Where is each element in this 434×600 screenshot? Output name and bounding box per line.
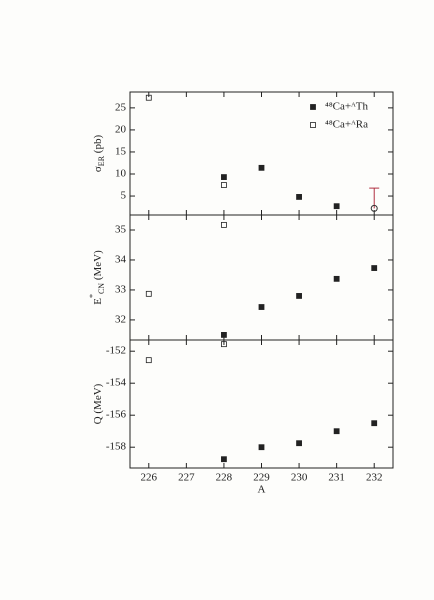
point bbox=[221, 182, 227, 188]
y-tick-label: -152 bbox=[106, 345, 126, 357]
x-tick-label: 229 bbox=[253, 472, 270, 484]
y-tick-label: 33 bbox=[115, 283, 127, 295]
y-label-part: ER bbox=[97, 155, 106, 166]
point bbox=[221, 332, 227, 338]
y-axis-label: σER (pb) bbox=[92, 135, 107, 173]
point bbox=[371, 265, 378, 271]
y-axis-label: E*CN (MeV) bbox=[88, 250, 106, 305]
y-tick-label: 20 bbox=[115, 123, 127, 135]
point bbox=[333, 203, 340, 210]
point bbox=[371, 420, 378, 427]
point bbox=[221, 221, 227, 228]
point bbox=[258, 164, 265, 171]
x-axis-label: A bbox=[258, 484, 266, 496]
point bbox=[221, 341, 227, 348]
point bbox=[221, 456, 227, 463]
y-label-part: (MeV) bbox=[92, 250, 104, 283]
x-tick-label: 226 bbox=[141, 472, 158, 484]
panel-frame bbox=[129, 214, 394, 341]
point bbox=[296, 440, 302, 447]
x-tick-label: 230 bbox=[291, 472, 308, 484]
point bbox=[145, 94, 152, 101]
x-tick-label: 232 bbox=[366, 472, 383, 484]
point bbox=[145, 357, 152, 364]
y-label-part: Q bbox=[92, 416, 104, 424]
point bbox=[333, 428, 340, 435]
point bbox=[333, 275, 340, 282]
y-tick-label: 32 bbox=[115, 313, 126, 325]
point bbox=[258, 304, 265, 310]
x-tick-label: 228 bbox=[216, 472, 233, 484]
legend-marker bbox=[310, 122, 316, 128]
point bbox=[296, 293, 302, 299]
y-tick-label: 34 bbox=[115, 253, 127, 265]
y-tick-label: -158 bbox=[106, 441, 127, 453]
y-label-part: E bbox=[92, 298, 104, 305]
y-axis-label: Q (MeV) bbox=[92, 383, 104, 424]
point bbox=[145, 290, 152, 297]
limit-point bbox=[370, 204, 378, 212]
y-label-part: CN bbox=[97, 283, 106, 294]
y-tick-label: 25 bbox=[115, 101, 127, 113]
point bbox=[258, 444, 265, 451]
legend-label: ⁴⁸Ca+ᴬRa bbox=[325, 119, 368, 131]
point bbox=[221, 174, 227, 180]
y-label-part: * bbox=[88, 294, 97, 298]
y-label-part: σ bbox=[92, 166, 104, 172]
y-label-part: (pb) bbox=[92, 135, 104, 156]
legend-marker bbox=[310, 104, 316, 110]
y-tick-label: 5 bbox=[121, 190, 127, 202]
y-tick-label: -156 bbox=[106, 409, 127, 421]
x-tick-label: 227 bbox=[178, 472, 195, 484]
y-tick-label: 35 bbox=[115, 224, 127, 236]
legend-label: ⁴⁸Ca+ᴬTh bbox=[325, 101, 368, 113]
point bbox=[296, 194, 302, 200]
x-tick-label: 231 bbox=[328, 472, 345, 484]
y-label-part: (MeV) bbox=[92, 383, 104, 416]
y-tick-label: 15 bbox=[115, 145, 127, 157]
y-tick-label: 10 bbox=[115, 168, 127, 180]
y-tick-label: -154 bbox=[106, 377, 127, 389]
